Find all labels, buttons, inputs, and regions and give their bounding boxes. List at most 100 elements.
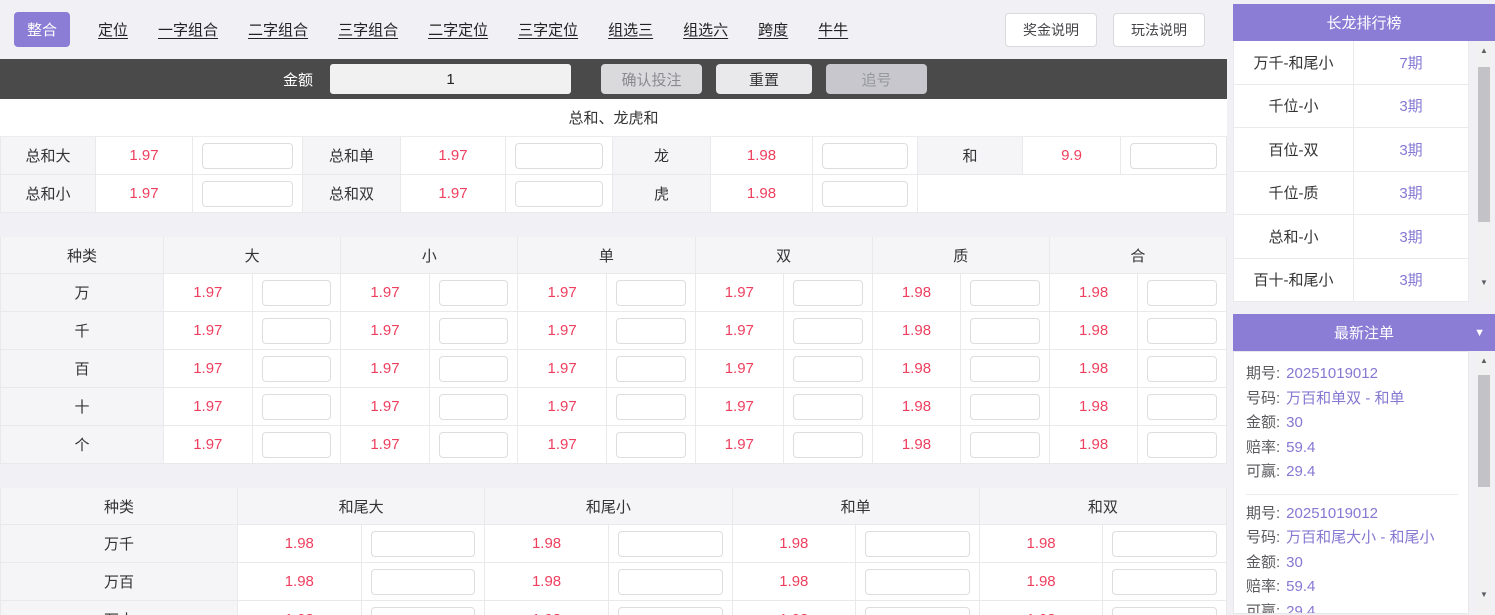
bet-input[interactable] [617,530,723,557]
bet-input[interactable] [1112,568,1217,595]
play-info-button[interactable]: 玩法说明 [1113,12,1205,47]
bet-input[interactable] [970,279,1040,306]
bet-input[interactable] [970,355,1040,382]
column-header: 和单 [732,488,980,525]
bet-input[interactable] [261,393,332,420]
odds-value: 1.98 [711,175,813,213]
bet-input[interactable] [438,431,509,458]
bet-input[interactable] [261,431,332,458]
amount-input[interactable] [330,64,572,94]
bet-input-cell [252,312,342,350]
order-issue-value: 20251019012 [1286,504,1378,522]
bet-input[interactable] [970,393,1040,420]
bet-input-cell [606,312,696,350]
bet-input[interactable] [438,393,509,420]
dragon-item[interactable]: 百十-和尾小 3期 [1233,258,1469,302]
bet-input-cell [361,525,486,563]
tab-erzi-dingwei[interactable]: 二字定位 [428,22,489,39]
bet-input[interactable] [202,180,293,207]
bet-input[interactable] [822,142,908,169]
dragon-item[interactable]: 万千-和尾小 7期 [1233,41,1469,85]
tab-zuxuan-liu[interactable]: 组选六 [683,22,729,39]
bet-input[interactable] [261,317,332,344]
bet-input[interactable] [370,606,476,615]
scroll-down-icon[interactable]: ▼ [1480,278,1488,287]
tab-sanzi-dingwei[interactable]: 三字定位 [518,22,579,39]
row-label: 万十 [1,601,238,615]
tab-yizi-zuhe[interactable]: 一字组合 [158,22,219,39]
bet-input[interactable] [1147,317,1217,344]
bet-input[interactable] [438,317,509,344]
bet-input[interactable] [1112,530,1217,557]
bet-input[interactable] [438,279,509,306]
bet-input[interactable] [1147,279,1217,306]
dragon-item[interactable]: 总和-小 3期 [1233,215,1469,259]
bet-input[interactable] [1147,431,1217,458]
bet-input[interactable] [793,279,863,306]
tab-kuadu[interactable]: 跨度 [758,22,789,39]
bet-input[interactable] [515,180,603,207]
column-header: 小 [341,237,519,274]
dragon-item[interactable]: 千位-质 3期 [1233,171,1469,215]
bet-input[interactable] [970,317,1040,344]
bet-input[interactable] [370,530,476,557]
bet-input[interactable] [515,142,603,169]
dragon-item[interactable]: 千位-小 3期 [1233,84,1469,128]
bet-input-cell [429,426,519,464]
bet-input[interactable] [1130,142,1217,169]
scroll-up-icon[interactable]: ▲ [1480,46,1488,55]
bet-input[interactable] [615,431,686,458]
order-amount-value: 30 [1286,553,1303,571]
bet-input[interactable] [865,568,970,595]
order-entry: 期号: 20251019012 号码: 万百和单双 - 和单 金额: 30 赔率: 59… [1246,360,1468,491]
bet-input[interactable] [1147,355,1217,382]
bet-input[interactable] [793,431,863,458]
dragon-scrollbar[interactable]: ▲ ▼ [1477,41,1491,302]
bet-input[interactable] [793,355,863,382]
scroll-down-icon[interactable]: ▼ [1480,590,1488,599]
bet-input[interactable] [865,530,970,557]
tab-zuxuan-san[interactable]: 组选三 [608,22,654,39]
bet-input[interactable] [822,180,908,207]
collapse-caret-icon[interactable]: ▼ [1474,326,1485,339]
bet-input[interactable] [617,568,723,595]
bet-input[interactable] [261,355,332,382]
reset-button[interactable]: 重置 [716,64,813,94]
chase-number-button[interactable]: 追号 [826,64,928,94]
bet-input[interactable] [438,355,509,382]
bet-input[interactable] [370,568,476,595]
tab-dingwei[interactable]: 定位 [98,22,129,39]
tab-zhenghe[interactable]: 整合 [14,12,71,47]
odds-value: 1.97 [518,426,607,464]
orders-scrollbar[interactable]: ▲ ▼ [1477,351,1491,614]
order-issue-label: 期号: [1246,365,1281,382]
odds-value: 1.98 [238,601,362,615]
scrollbar-thumb[interactable] [1478,375,1490,487]
bet-input[interactable] [615,279,686,306]
bonus-info-button[interactable]: 奖金说明 [1005,12,1097,47]
bet-input[interactable] [202,142,293,169]
bet-input[interactable] [1147,393,1217,420]
dragon-item-name: 千位-小 [1234,84,1354,127]
bet-input[interactable] [615,317,686,344]
bet-input[interactable] [1112,606,1217,615]
dragon-item[interactable]: 百位-双 3期 [1233,128,1469,172]
bet-input[interactable] [615,355,686,382]
bet-input-cell [608,525,733,563]
tab-niuniu[interactable]: 牛牛 [818,22,849,39]
bet-input[interactable] [793,393,863,420]
bet-input[interactable] [793,317,863,344]
confirm-bet-button[interactable]: 确认投注 [601,64,703,94]
scrollbar-thumb[interactable] [1478,67,1490,222]
bet-input-cell [961,426,1050,464]
bet-input[interactable] [615,393,686,420]
bet-input-cell [1138,426,1227,464]
bet-input[interactable] [261,279,332,306]
bet-input[interactable] [970,431,1040,458]
bet-input[interactable] [865,606,970,615]
tab-sanzi-zuhe[interactable]: 三字组合 [338,22,399,39]
tab-erzi-zuhe[interactable]: 二字组合 [248,22,309,39]
odds-value: 1.97 [341,426,430,464]
bet-input[interactable] [617,606,723,615]
scroll-up-icon[interactable]: ▲ [1480,356,1488,365]
